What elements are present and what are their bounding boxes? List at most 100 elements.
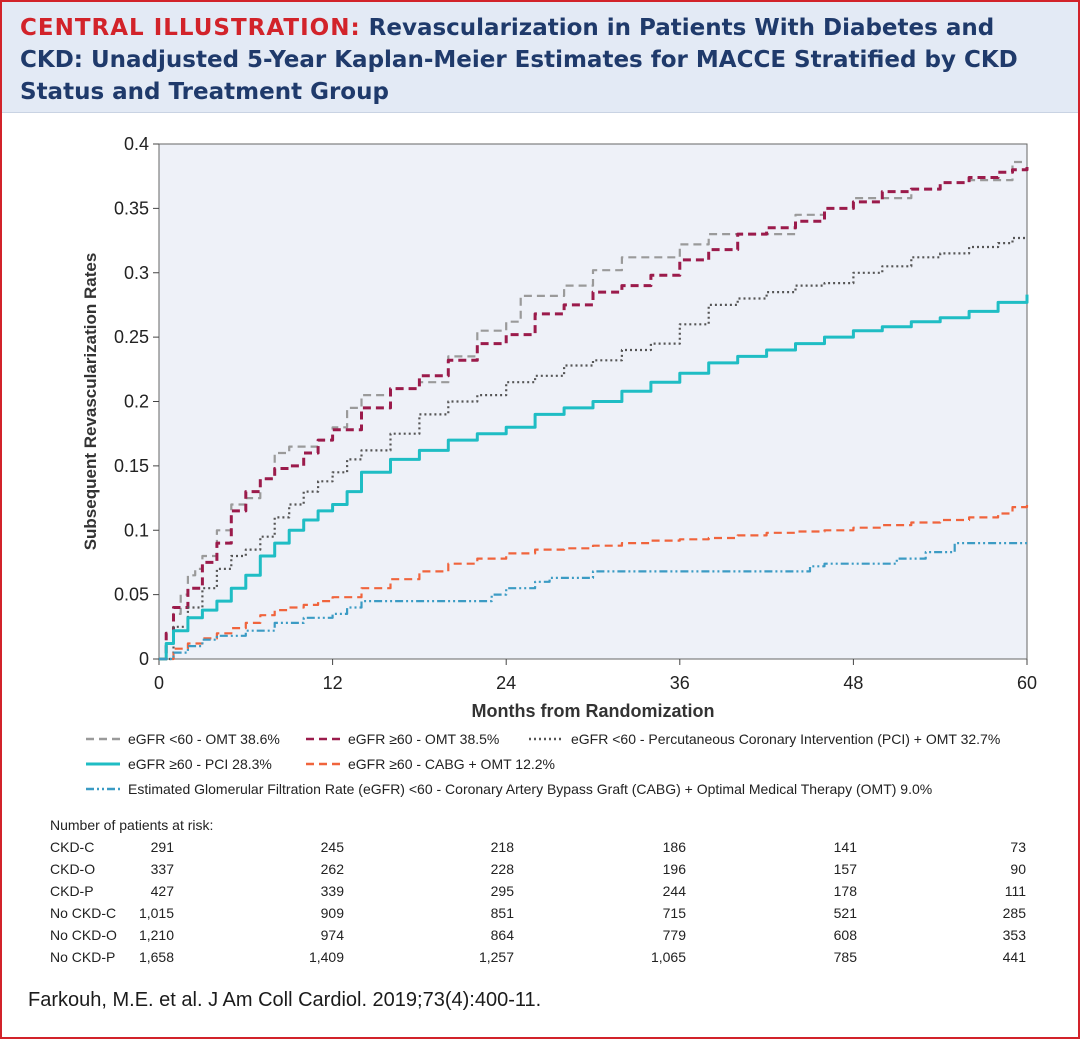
at-risk-count: 1,210 <box>138 927 174 943</box>
at-risk-row: CKD-C 291 245 218 186 141 73 <box>50 836 1050 858</box>
at-risk-count: 427 <box>150 883 174 899</box>
series-line <box>159 501 1029 661</box>
y-tick-label: 0.05 <box>114 585 149 605</box>
legend-swatch <box>86 737 120 741</box>
legend-item: eGFR <60 - OMT 38.6% <box>86 728 280 750</box>
at-risk-count: 779 <box>662 927 686 943</box>
legend-swatch <box>306 762 340 766</box>
at-risk-rows: CKD-C 291 245 218 186 141 73 CKD-O 337 262 228 196 1… <box>50 836 1050 968</box>
at-risk-count: 1,015 <box>138 905 174 921</box>
at-risk-count: 228 <box>490 861 514 877</box>
at-risk-row-label: CKD-C <box>50 839 95 855</box>
legend-item: eGFR ≥60 - OMT 38.5% <box>306 728 499 750</box>
at-risk-count: 608 <box>833 927 857 943</box>
x-tick-label: 48 <box>843 673 863 693</box>
x-tick-label: 12 <box>323 673 343 693</box>
at-risk-count: 1,409 <box>308 949 344 965</box>
at-risk-count: 262 <box>320 861 344 877</box>
x-tick-label: 24 <box>496 673 516 693</box>
at-risk-row-label: CKD-P <box>50 883 94 899</box>
figure-title-lead: CENTRAL ILLUSTRATION: <box>20 15 361 41</box>
at-risk-row-label: No CKD-P <box>50 949 116 965</box>
y-tick-label: 0.35 <box>114 198 149 218</box>
at-risk-count: 157 <box>833 861 857 877</box>
at-risk-count: 864 <box>490 927 514 943</box>
at-risk-table: Number of patients at risk: CKD-C 291 245 2… <box>50 814 1050 968</box>
at-risk-count: 291 <box>150 839 174 855</box>
at-risk-row-label: No CKD-C <box>50 905 117 921</box>
legend-row: eGFR <60 - OMT 38.6% eGFR ≥60 - OMT 38.5%… <box>86 728 1066 753</box>
figure-title-text: Revascularization in Patients With Diabe… <box>20 15 1018 105</box>
at-risk-row: No CKD-P 1,658 1,409 1,257 1,065 785 441 <box>50 946 1050 968</box>
at-risk-row: No CKD-C 1,015 909 851 715 521 285 <box>50 902 1050 924</box>
y-axis-label: Subsequent Revascularization Rates <box>81 253 100 551</box>
y-tick-label: 0.2 <box>124 392 149 412</box>
at-risk-count: 909 <box>320 905 344 921</box>
at-risk-count: 186 <box>662 839 686 855</box>
x-tick-label: 0 <box>154 673 164 693</box>
at-risk-count: 1,658 <box>138 949 174 965</box>
y-tick-label: 0.1 <box>124 520 149 540</box>
at-risk-count: 339 <box>320 883 344 899</box>
x-axis-label: Months from Randomization <box>472 701 715 721</box>
series-line <box>159 163 1029 661</box>
legend-swatch <box>86 787 120 791</box>
at-risk-count: 196 <box>662 861 686 877</box>
legend-row: eGFR ≥60 - PCI 28.3% eGFR ≥60 - CABG + OM… <box>86 753 1066 778</box>
at-risk-count: 441 <box>1002 949 1026 965</box>
series-line <box>159 236 1027 661</box>
at-risk-count: 178 <box>833 883 857 899</box>
legend-label: eGFR ≥60 - OMT 38.5% <box>348 731 500 747</box>
at-risk-count: 521 <box>833 905 857 921</box>
at-risk-row-label: CKD-O <box>50 861 96 877</box>
legend-item: Estimated Glomerular Filtration Rate (eG… <box>86 778 932 800</box>
y-tick-label: 0.3 <box>124 263 149 283</box>
at-risk-count: 337 <box>150 861 174 877</box>
at-risk-count: 111 <box>1004 883 1026 899</box>
y-tick-label: 0.25 <box>114 327 149 347</box>
legend-swatch <box>306 737 340 741</box>
at-risk-count: 1,065 <box>650 949 686 965</box>
at-risk-count: 90 <box>1010 861 1026 877</box>
y-tick-label: 0.15 <box>114 456 149 476</box>
at-risk-row: CKD-O 337 262 228 196 157 90 <box>50 858 1050 880</box>
at-risk-count: 218 <box>490 839 514 855</box>
series-line <box>159 294 1029 661</box>
legend-label: eGFR <60 - OMT 38.6% <box>128 731 280 747</box>
legend-swatch <box>86 762 120 766</box>
at-risk-count: 141 <box>833 839 857 855</box>
legend-label: eGFR ≥60 - PCI 28.3% <box>128 756 272 772</box>
at-risk-count: 785 <box>833 949 857 965</box>
at-risk-count: 715 <box>662 905 686 921</box>
figure-header: CENTRAL ILLUSTRATION: Revascularization i… <box>2 2 1078 113</box>
legend-row: Estimated Glomerular Filtration Rate (eG… <box>86 778 1066 803</box>
x-tick-label: 36 <box>670 673 690 693</box>
citation: Farkouh, M.E. et al. J Am Coll Cardiol. … <box>28 989 542 1011</box>
x-tick-label: 60 <box>1017 673 1037 693</box>
at-risk-count: 353 <box>1002 927 1026 943</box>
at-risk-title: Number of patients at risk: <box>50 817 214 833</box>
at-risk-row-label: No CKD-O <box>50 927 117 943</box>
figure-title: CENTRAL ILLUSTRATION: Revascularization i… <box>20 12 1065 108</box>
legend-item: eGFR ≥60 - CABG + OMT 12.2% <box>306 753 555 775</box>
at-risk-count: 73 <box>1010 839 1026 855</box>
at-risk-count: 244 <box>662 883 686 899</box>
at-risk-count: 295 <box>490 883 514 899</box>
kaplan-meier-chart: 0 0.05 0.1 0.15 0.2 0.25 0.3 0.35 0.4 0 12 24 36 48 60… <box>81 134 1037 721</box>
at-risk-count: 974 <box>320 927 344 943</box>
y-tick-label: 0 <box>139 649 149 669</box>
legend-item: eGFR <60 - Percutaneous Coronary Interve… <box>529 728 1000 750</box>
at-risk-count: 851 <box>490 905 514 921</box>
legend-item: eGFR ≥60 - PCI 28.3% <box>86 753 272 775</box>
at-risk-count: 285 <box>1002 905 1026 921</box>
at-risk-row: No CKD-O 1,210 974 864 779 608 353 <box>50 924 1050 946</box>
y-tick-label: 0.4 <box>124 134 149 154</box>
at-risk-count: 1,257 <box>478 949 514 965</box>
legend-label: eGFR ≥60 - CABG + OMT 12.2% <box>348 756 555 772</box>
at-risk-count: 245 <box>320 839 344 855</box>
series-line <box>159 542 1027 661</box>
at-risk-row: CKD-P 427 339 295 244 178 111 <box>50 880 1050 902</box>
chart-legend: eGFR <60 - OMT 38.6% eGFR ≥60 - OMT 38.5%… <box>86 728 1066 803</box>
legend-swatch <box>529 737 563 741</box>
